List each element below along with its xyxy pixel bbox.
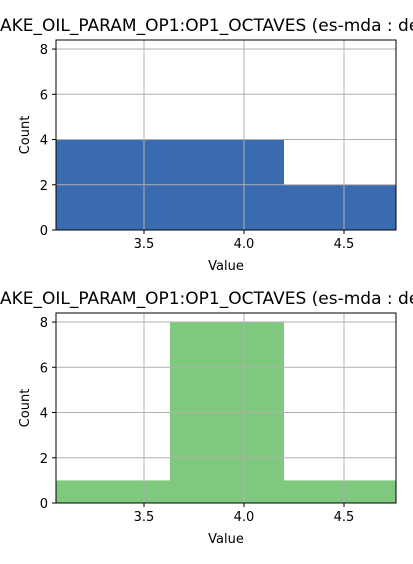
x-axis-label: Value — [208, 532, 244, 547]
plot-frame — [55, 312, 397, 504]
x-tick-label: 4.0 — [234, 510, 255, 525]
plot-frame — [55, 39, 397, 231]
y-tick-label: 2 — [40, 179, 48, 194]
y-tick-label: 6 — [40, 88, 48, 103]
x-axis-label: Value — [208, 259, 244, 274]
y-tick-label: 6 — [40, 361, 48, 376]
x-tick-label: 4.0 — [234, 237, 255, 252]
histogram-chart: 3.5 4.0 4.5 0 2 4 6 8 Value Count — [18, 39, 397, 274]
chart-title: AKE_OIL_PARAM_OP1:OP1_OCTAVES (es-mda : … — [0, 289, 413, 309]
histogram-bar — [284, 184, 396, 230]
y-tick-label: 4 — [40, 407, 48, 422]
histogram-panel-bottom: AKE_OIL_PARAM_OP1:OP1_OCTAVES (es-mda : … — [0, 273, 413, 564]
y-tick-label: 0 — [40, 497, 48, 512]
x-tick-label: 4.5 — [334, 510, 355, 525]
x-tick-label: 3.5 — [134, 237, 155, 252]
y-tick-label: 8 — [40, 316, 48, 331]
histogram-panel-top: AKE_OIL_PARAM_OP1:OP1_OCTAVES (es-mda : … — [0, 16, 413, 274]
y-axis-label: Count — [18, 389, 33, 428]
y-axis-label: Count — [18, 116, 33, 155]
y-tick-label: 0 — [40, 224, 48, 239]
chart-title: AKE_OIL_PARAM_OP1:OP1_OCTAVES (es-mda : … — [0, 16, 413, 36]
histogram-bar — [56, 480, 170, 503]
x-tick-label: 4.5 — [334, 237, 355, 252]
histogram-bar — [284, 480, 396, 503]
y-tick-label: 2 — [40, 452, 48, 467]
x-tick-label: 3.5 — [134, 510, 155, 525]
y-tick-label: 8 — [40, 43, 48, 58]
histogram-chart: 3.5 4.0 4.5 0 2 4 6 8 Value Count — [18, 312, 397, 547]
y-tick-label: 4 — [40, 134, 48, 149]
